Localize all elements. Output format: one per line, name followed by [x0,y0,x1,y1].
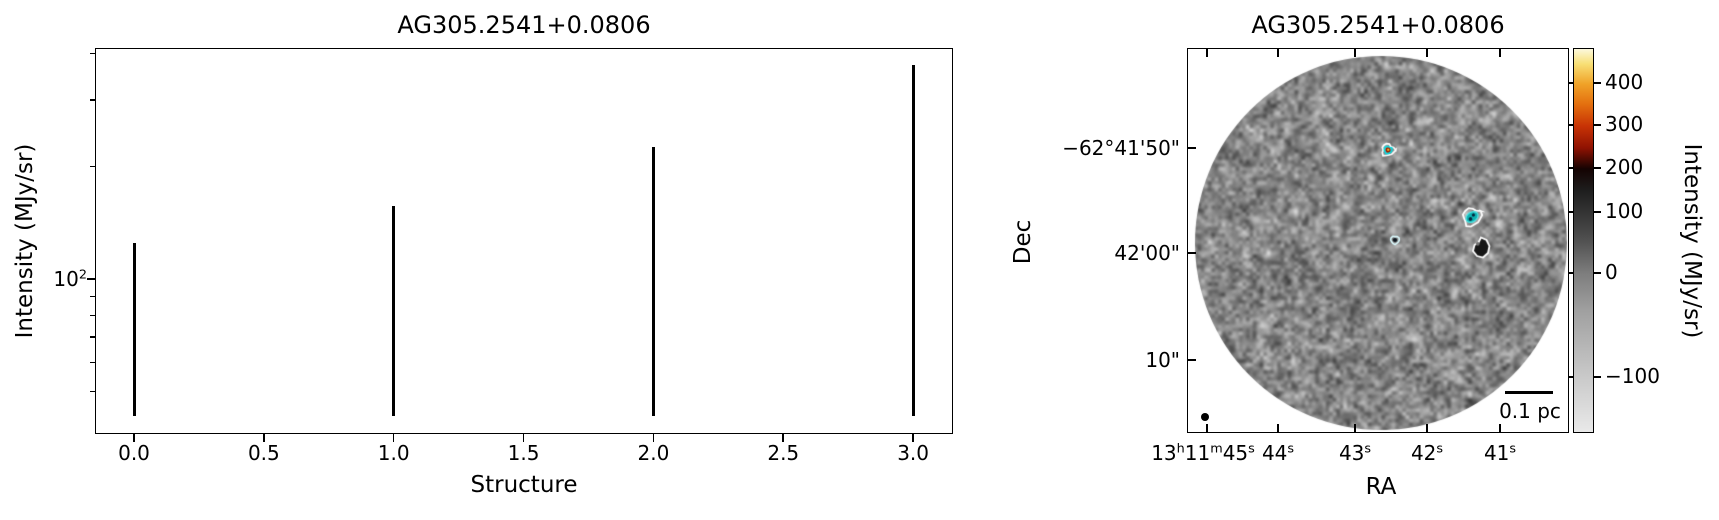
x-tick [782,434,785,442]
y-tick-minor [90,314,95,316]
colorbar-tick-right [1594,211,1601,213]
x-tick [912,434,914,442]
x-tick-label: 2.5 [767,441,800,465]
y-tick-minor [90,361,95,363]
x-tick [263,434,265,442]
x-tick-label: 2.0 [637,441,670,465]
colorbar-tick-left [1568,82,1573,84]
left-panel-title: AG305.2541+0.0806 [397,11,651,39]
colorbar-tick-label: 0 [1605,260,1618,284]
dec-axis-label: Dec [1010,219,1036,265]
x-tick [522,434,525,442]
left-axes-frame [95,48,953,434]
dec-tick-label: −62°41'50" [1062,136,1180,160]
data-vline-structure-0 [132,242,136,417]
colorbar-tick-right [1594,124,1601,126]
x-tick-label: 0.0 [118,441,150,465]
ra-tick-bottom [1426,424,1428,433]
left-x-axis-label: Structure [470,472,578,498]
data-vline-structure-2 [651,146,655,417]
colorbar-tick-label: 400 [1605,70,1644,94]
y-tick-minor [90,391,95,393]
scalebar-label: 0.1 pc [1499,399,1561,423]
ra-axis-label: RA [1365,474,1397,500]
dec-tick-label: 42'00" [1114,241,1180,265]
ra-tick-bottom [1499,424,1501,433]
ra-tick-label: 41s [1483,441,1517,465]
colorbar-label: Intensity (MJy/sr) [1679,143,1705,339]
x-tick-label: 0.5 [247,441,280,465]
scalebar-line [1505,391,1553,394]
left-y-axis-label: Intensity (MJy/sr) [12,143,38,339]
x-tick [392,434,395,442]
colorbar-tick-label: −100 [1605,364,1660,388]
ra-tick-label: 43s [1338,441,1372,465]
dec-tick [1187,147,1196,149]
colorbar-tick-left [1568,376,1573,378]
sky-image [1187,48,1569,433]
colorbar [1573,48,1594,433]
x-tick [652,434,655,442]
y-tick-minor [90,165,95,167]
ra-tick-top [1499,48,1501,57]
colorbar-tick-left [1568,167,1573,169]
y-tick-minor [90,336,95,338]
colorbar-tick-right [1594,376,1601,378]
data-vline-structure-1 [392,205,396,417]
dec-tick [1187,252,1196,254]
data-vline-structure-3 [911,65,915,417]
colorbar-tick-right [1594,272,1601,274]
y-tick-label: 102 [53,267,87,291]
colorbar-tick-right [1594,167,1601,169]
colorbar-tick-right [1594,82,1601,84]
ra-tick-label: 42s [1410,441,1444,465]
ra-tick-label: 44s [1261,441,1295,465]
colorbar-tick-left [1568,124,1573,126]
y-tick-minor [90,52,95,54]
colorbar-tick-left [1568,272,1573,274]
dec-tick [1187,359,1196,361]
y-tick-major [87,278,95,280]
colorbar-tick-label: 100 [1605,199,1644,223]
dec-tick-label: 10" [1145,348,1180,372]
ra-tick-top [1426,48,1428,57]
beam-ellipse [1201,413,1209,421]
right-panel-title: AG305.2541+0.0806 [1251,11,1505,39]
ra-tick-top [1206,48,1208,57]
right-axes-frame [1187,48,1569,433]
ra-tick-bottom [1277,424,1279,433]
x-tick-label: 3.0 [897,441,929,465]
ra-tick-label: 13h11m45s [1151,441,1255,465]
x-tick-label: 1.5 [507,441,540,465]
colorbar-tick-label: 300 [1605,112,1644,136]
ra-tick-top [1277,48,1279,57]
ra-tick-top [1354,48,1356,57]
colorbar-tick-label: 200 [1605,155,1644,179]
x-tick-label: 1.0 [377,441,410,465]
y-tick-minor [90,99,95,101]
y-tick-minor [90,295,95,297]
ra-tick-bottom [1206,424,1208,433]
x-tick [133,434,135,442]
colorbar-tick-left [1568,211,1573,213]
ra-tick-bottom [1354,424,1356,433]
